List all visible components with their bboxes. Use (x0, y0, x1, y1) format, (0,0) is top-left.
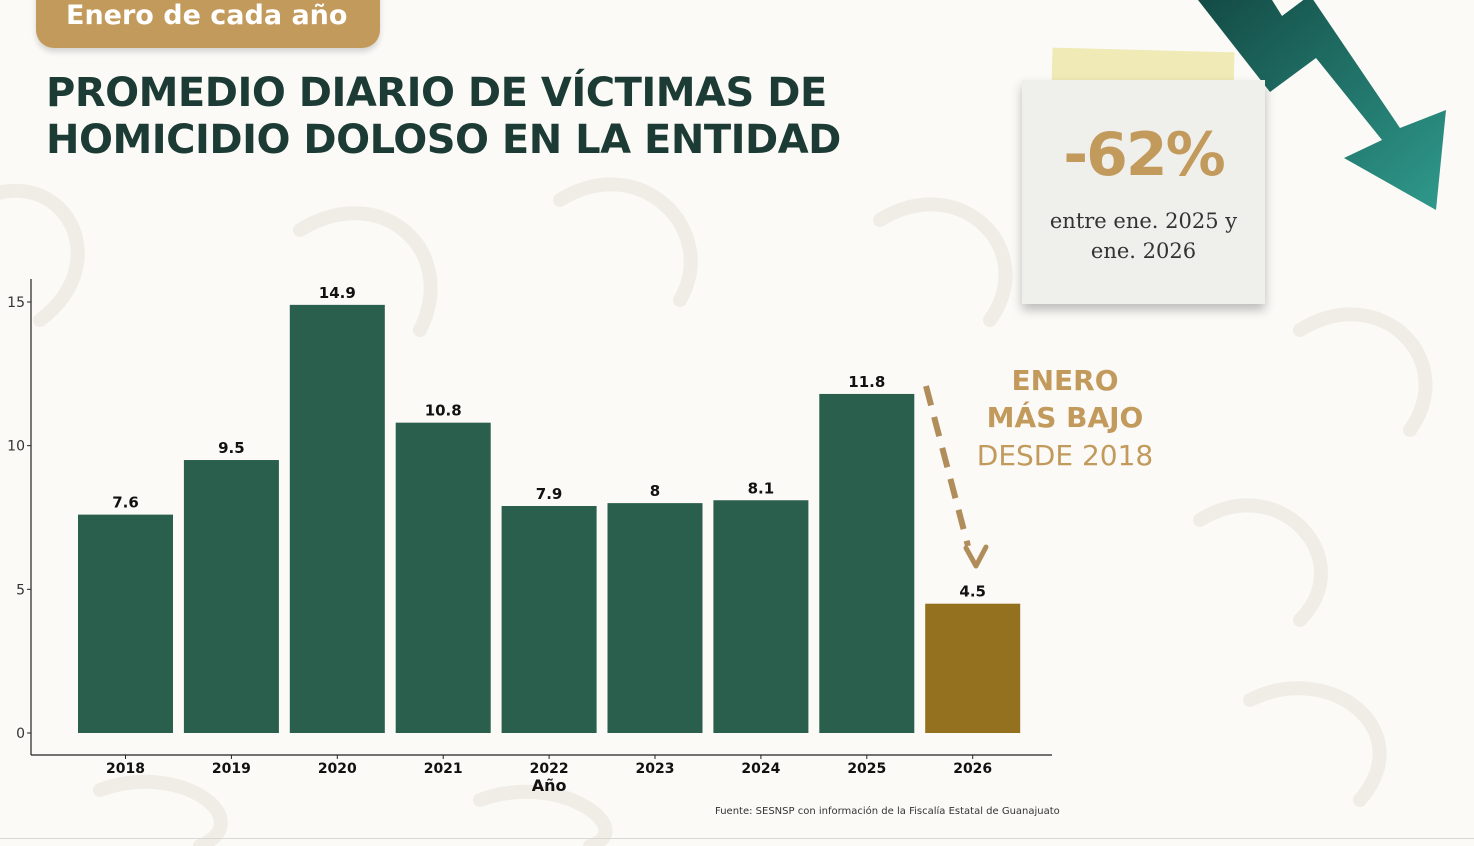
bar-2025 (819, 393, 915, 733)
x-tick-label-2021: 2021 (424, 761, 463, 777)
bar-2022 (501, 506, 597, 733)
bottom-divider (0, 838, 1474, 839)
bar-2019 (183, 460, 279, 733)
x-tick-label-2023: 2023 (636, 761, 675, 777)
percent-change: -62% (1063, 120, 1226, 190)
data-label-2018: 7.6 (112, 494, 139, 512)
x-axis-title: Año (532, 776, 567, 795)
x-tick-label-2025: 2025 (847, 761, 886, 777)
x-tick-label-2020: 2020 (318, 761, 357, 777)
caption-line-1: entre ene. 2025 y (1049, 209, 1238, 233)
callout-line-1: ENERO (1011, 364, 1119, 397)
bar-2026 (925, 603, 1021, 733)
bar-2020 (289, 304, 385, 733)
caption-line-2: ene. 2026 (1090, 239, 1197, 263)
callout-line-2: MÁS BAJO (986, 401, 1144, 434)
y-tick-label: 10 (7, 439, 25, 455)
data-label-2024: 8.1 (748, 479, 775, 497)
x-tick-label-2026: 2026 (953, 761, 992, 777)
source-note: Fuente: SESNSP con información de la Fis… (715, 806, 1060, 817)
section-tag: Enero de cada año (36, 0, 380, 48)
callout-line-3: DESDE 2018 (976, 439, 1154, 472)
data-label-2021: 10.8 (425, 402, 462, 420)
x-tick-label-2018: 2018 (106, 761, 145, 777)
y-tick-label: 15 (7, 295, 25, 311)
data-label-2019: 9.5 (218, 439, 245, 457)
bar-2023 (607, 503, 703, 733)
data-label-2020: 14.9 (319, 284, 356, 302)
x-tick-label-2022: 2022 (530, 761, 569, 777)
page-title: PROMEDIO DIARIO DE VÍCTIMAS DE HOMICIDIO… (46, 70, 866, 164)
percent-change-caption: entre ene. 2025 y ene. 2026 (1036, 206, 1251, 266)
y-tick-label: 5 (16, 582, 25, 598)
y-tick-label: 0 (16, 726, 25, 742)
data-label-2025: 11.8 (848, 373, 885, 391)
bar-2021 (395, 422, 491, 733)
bar-2024 (713, 500, 809, 733)
x-tick-label-2024: 2024 (741, 761, 780, 777)
x-tick-label-2019: 2019 (212, 761, 251, 777)
bar-2018 (78, 514, 173, 733)
data-label-2023: 8 (650, 482, 660, 500)
data-label-2026: 4.5 (959, 583, 986, 601)
change-note-card: -62% entre ene. 2025 y ene. 2026 (1022, 80, 1265, 304)
title-line-2: HOMICIDIO DOLOSO EN LA ENTIDAD (46, 117, 841, 163)
title-line-1: PROMEDIO DIARIO DE VÍCTIMAS DE (46, 70, 827, 116)
data-label-2022: 7.9 (536, 485, 563, 503)
lowest-january-callout: ENERO MÁS BAJO DESDE 2018 (965, 362, 1165, 476)
section-tag-label: Enero de cada año (66, 0, 348, 31)
